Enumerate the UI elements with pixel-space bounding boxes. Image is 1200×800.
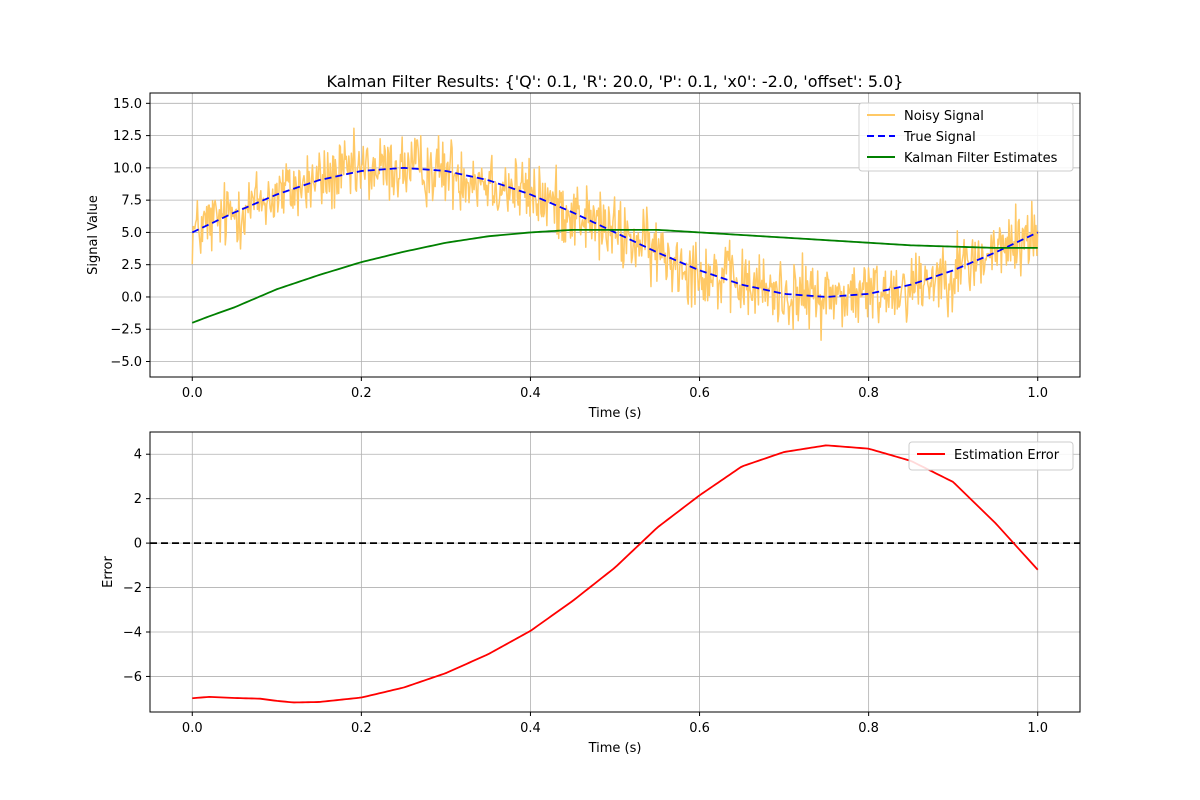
- legend-box: [908, 441, 1074, 471]
- y-tick-label: 5.0: [121, 226, 142, 241]
- x-tick-label: 0.4: [520, 721, 541, 736]
- series-line-noisy-signal: [191, 127, 1039, 341]
- x-tick-label: 1.0: [1027, 386, 1048, 401]
- y-axis-label: Error: [101, 556, 116, 588]
- legend-entry-label: Kalman Filter Estimates: [904, 151, 1058, 166]
- legend: Estimation Error: [908, 441, 1074, 471]
- x-tick-label: 1.0: [1027, 721, 1048, 736]
- legend-entry-label: True Signal: [903, 130, 976, 145]
- plot-area: [150, 444, 1080, 704]
- x-tick-label: 0.6: [689, 386, 710, 401]
- axes-frame: [149, 431, 1081, 713]
- y-tick-label: 15.0: [113, 97, 142, 112]
- x-tick-label: 0.6: [689, 721, 710, 736]
- y-tick-label: −5.0: [110, 355, 142, 370]
- x-tick-label: 0.0: [182, 721, 203, 736]
- legend-entry-label: Estimation Error: [954, 448, 1060, 463]
- y-tick-label: −2: [123, 581, 142, 596]
- x-tick-label: 0.8: [858, 386, 879, 401]
- series-line-kalman-filter-estimates: [191, 228, 1038, 324]
- legend: Noisy Signal True Signal Kalman Filter Est…: [858, 102, 1074, 172]
- y-tick-label: 10.0: [113, 161, 142, 176]
- y-tick-label: −6: [123, 670, 142, 685]
- y-tick-label: 12.5: [113, 129, 142, 144]
- error-panel: 0.0 0.2 0.4 0.6 0.8 1.0 −6 −4 −2 0 2 4 Time (s) Error…: [101, 431, 1081, 756]
- series-line-true-signal: [191, 167, 1039, 298]
- x-tick-label: 0.2: [351, 721, 372, 736]
- y-tick-label: −2.5: [110, 323, 142, 338]
- y-tick-label: 0.0: [121, 290, 142, 305]
- y-tick-label: 2: [134, 492, 142, 507]
- signal-panel: 0.0 0.2 0.4 0.6 0.8 1.0 −5.0 −2.5 0.0 2.5 5.0 7.5 10…: [86, 72, 1081, 421]
- series-line-estimation-error: [192, 444, 1039, 704]
- y-tick-label: 2.5: [121, 258, 142, 273]
- y-tick-label: 4: [134, 448, 142, 463]
- legend-entry-label: Noisy Signal: [904, 109, 984, 124]
- chart-title: Kalman Filter Results: {'Q': 0.1, 'R': 2…: [327, 72, 904, 91]
- axes-frame: [149, 92, 1081, 378]
- plot-area: [191, 127, 1039, 341]
- y-axis-label: Signal Value: [86, 195, 101, 275]
- legend-box: [858, 102, 1074, 172]
- x-tick-label: 0.8: [858, 721, 879, 736]
- x-axis-label: Time (s): [588, 406, 642, 421]
- x-tick-label: 0.0: [182, 386, 203, 401]
- y-tick-label: 0: [134, 537, 142, 552]
- x-axis-label: Time (s): [588, 741, 642, 756]
- y-tick-label: 7.5: [121, 194, 142, 209]
- x-tick-label: 0.4: [520, 386, 541, 401]
- y-tick-label: −4: [123, 626, 142, 641]
- x-tick-label: 0.2: [351, 386, 372, 401]
